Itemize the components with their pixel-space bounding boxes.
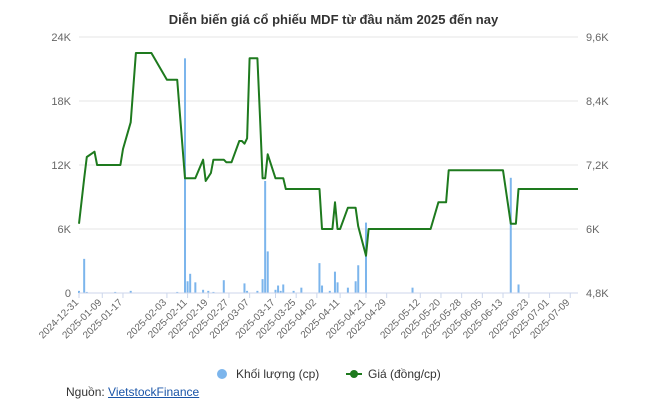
volume-bar xyxy=(509,177,512,293)
volume-bar xyxy=(354,281,357,293)
volume-bar xyxy=(212,291,215,293)
volume-bar xyxy=(274,289,277,293)
volume-bar xyxy=(261,279,264,293)
volume-bar xyxy=(277,285,280,293)
price-line xyxy=(78,52,578,257)
volume-bar xyxy=(328,290,331,293)
chart-title: Diễn biến giá cổ phiếu MDF từ đầu năm 20… xyxy=(169,12,499,27)
volume-bar xyxy=(222,280,225,293)
volume-bar xyxy=(186,281,189,293)
volume-bar xyxy=(83,258,86,293)
source-label: Nguồn: xyxy=(66,385,109,399)
volume-bar xyxy=(321,285,324,293)
right-tick-label: 7,2K xyxy=(586,160,609,172)
right-tick-label: 9,6K xyxy=(586,32,609,44)
left-axis: 0 6K 12K 18K 24K xyxy=(51,32,71,300)
volume-bar xyxy=(364,222,367,293)
right-tick-label: 6K xyxy=(586,224,600,236)
source-link[interactable]: VietstockFinance xyxy=(108,385,200,399)
volume-bar xyxy=(517,284,520,293)
volume-bar xyxy=(114,291,117,293)
volume-bar xyxy=(292,290,295,293)
price-legend-label: Giá (đồng/cp) xyxy=(368,367,441,381)
volume-bar xyxy=(176,291,179,293)
left-tick-label: 6K xyxy=(58,224,72,236)
volume-bar xyxy=(78,290,80,293)
right-axis: 4,8K 6K 7,2K 8,4K 9,6K xyxy=(586,32,609,300)
volume-bar xyxy=(189,273,192,293)
volume-legend-label: Khối lượng (cp) xyxy=(236,367,319,381)
left-tick-label: 12K xyxy=(51,160,71,172)
volume-bar xyxy=(300,287,303,293)
right-tick-label: 4,8K xyxy=(586,288,609,300)
volume-bar xyxy=(129,290,132,293)
volume-bar xyxy=(318,263,321,293)
right-tick-label: 8,4K xyxy=(586,96,609,108)
volume-bar xyxy=(346,287,349,293)
volume-bar xyxy=(336,282,339,293)
volume-bar xyxy=(266,251,269,293)
volume-bar xyxy=(333,271,336,293)
volume-bar xyxy=(85,291,88,293)
left-tick-label: 18K xyxy=(51,96,71,108)
source-line: Nguồn: VietstockFinance xyxy=(66,385,199,399)
volume-bars xyxy=(78,58,520,294)
volume-bar xyxy=(194,282,197,293)
volume-bar xyxy=(282,284,285,293)
left-tick-label: 0 xyxy=(65,288,71,300)
volume-bar xyxy=(202,289,205,293)
legend-item-price[interactable]: Giá (đồng/cp) xyxy=(346,367,441,381)
price-legend-icon xyxy=(350,370,358,378)
legend-item-volume[interactable]: Khối lượng (cp) xyxy=(217,367,319,381)
volume-bar xyxy=(279,290,282,293)
volume-bar xyxy=(411,287,414,293)
legend[interactable]: Khối lượng (cp) Giá (đồng/cp) xyxy=(217,367,441,381)
volume-bar xyxy=(207,290,210,293)
grid xyxy=(79,36,578,294)
left-tick-label: 24K xyxy=(51,32,71,44)
volume-bar xyxy=(357,265,360,293)
volume-legend-icon xyxy=(217,369,227,379)
volume-bar xyxy=(243,283,246,293)
volume-bar xyxy=(256,290,259,293)
volume-bar xyxy=(246,290,249,293)
volume-bar xyxy=(264,181,267,293)
